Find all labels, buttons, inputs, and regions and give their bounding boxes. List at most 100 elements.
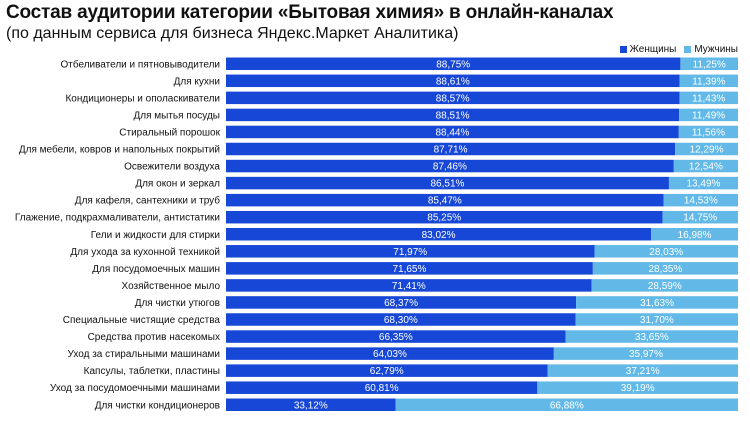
data-label-men: 39,19%	[621, 383, 655, 394]
bar-segment-women	[226, 193, 664, 207]
bar-segment-women	[226, 381, 538, 394]
data-label-men: 31,70%	[640, 315, 674, 326]
bar-segment-men	[575, 313, 738, 326]
data-label-women: 86,51%	[431, 179, 465, 190]
bar-segment-men	[594, 245, 738, 258]
bar-segment-women	[226, 91, 680, 105]
bar-segment-women	[226, 74, 680, 88]
chart-subtitle: (по данным сервиса для бизнеса Яндекс.Ма…	[6, 25, 459, 42]
category-label: Хозяйственное мыло	[122, 281, 221, 292]
bar-segment-women	[226, 262, 593, 275]
bar-segment-women	[226, 364, 548, 377]
bar-segment-women	[226, 279, 592, 292]
data-label-men: 11,56%	[692, 127, 725, 138]
data-label-women: 71,65%	[392, 264, 426, 275]
data-label-men: 31,63%	[640, 298, 674, 309]
bar-segment-men	[547, 364, 738, 377]
bar-segment-women	[226, 245, 595, 258]
category-label: Гели и жидкости для стирки	[91, 230, 220, 241]
data-label-women: 87,46%	[433, 162, 467, 173]
category-label: Для мебели, ковров и напольных покрытий	[19, 144, 220, 156]
data-label-men: 28,03%	[649, 247, 683, 258]
category-label: Специальные чистящие средства	[63, 315, 221, 326]
legend-swatch-men	[684, 46, 692, 53]
bar-segment-men	[680, 57, 738, 70]
data-label-women: 68,30%	[384, 315, 418, 326]
data-label-men: 11,25%	[693, 59, 726, 70]
bar-segment-men	[679, 108, 738, 122]
data-label-men: 11,43%	[692, 93, 725, 104]
category-label: Уход за стиральными машинами	[67, 349, 220, 360]
bar-segment-women	[226, 108, 680, 122]
data-label-women: 68,37%	[384, 298, 418, 309]
bar-segment-men	[679, 74, 738, 88]
legend-item-women: Женщины	[619, 44, 676, 55]
category-label: Для кухни	[174, 76, 220, 87]
bar-segment-men	[592, 262, 738, 275]
bar-segment-men	[591, 279, 738, 292]
data-label-men: 66,88%	[550, 400, 584, 411]
data-label-men: 35,97%	[629, 349, 663, 360]
bar-segment-women	[226, 228, 652, 241]
data-label-women: 88,75%	[436, 59, 470, 70]
data-label-men: 12,29%	[690, 145, 724, 156]
bar-segment-women	[226, 210, 663, 224]
bar-segment-men	[565, 330, 738, 343]
category-label: Для кафеля, сантехники и труб	[75, 195, 220, 207]
data-label-men: 14,53%	[684, 196, 718, 207]
bar-segment-men	[668, 176, 738, 190]
data-label-women: 33,12%	[294, 400, 328, 411]
data-label-men: 11,49%	[692, 110, 725, 121]
bar-segment-women	[226, 125, 679, 139]
bar-segment-men	[576, 296, 738, 309]
data-label-women: 88,51%	[436, 110, 470, 121]
bar-segment-men	[663, 193, 738, 207]
data-label-women: 87,71%	[434, 145, 468, 156]
data-label-women: 60,81%	[365, 383, 399, 394]
data-label-women: 85,25%	[427, 213, 461, 224]
data-label-women: 83,02%	[422, 230, 456, 241]
data-label-men: 28,59%	[648, 281, 682, 292]
bar-segment-women	[226, 398, 396, 411]
bar-segment-men	[662, 210, 738, 224]
data-label-men: 33,65%	[635, 332, 669, 343]
data-label-women: 64,03%	[373, 349, 407, 360]
category-label: Капсулы, таблетки, пластины	[84, 365, 220, 377]
category-label: Для посудомоечных машин	[92, 264, 220, 275]
category-label: Стиральный порошок	[119, 127, 220, 138]
data-label-men: 13,49%	[687, 179, 721, 190]
category-label: Уход за посудомоечными машинами	[50, 383, 220, 394]
bar-segment-women	[226, 57, 681, 70]
chart-legend: Женщины Мужчины	[619, 44, 738, 55]
data-label-women: 66,35%	[379, 332, 413, 343]
bar-segment-men	[675, 142, 738, 156]
bar-segment-women	[226, 176, 669, 190]
bar-segment-men	[678, 125, 738, 139]
category-label: Освежители воздуха	[124, 162, 220, 173]
data-label-women: 88,57%	[436, 93, 470, 104]
category-label: Для окон и зеркал	[135, 179, 220, 190]
bar-segment-women	[226, 296, 577, 309]
category-label: Для мытья посуды	[133, 110, 220, 121]
legend-label-men: Мужчины	[694, 44, 738, 55]
bar-segment-men	[651, 228, 738, 241]
data-label-women: 88,44%	[435, 127, 469, 138]
data-label-men: 14,75%	[683, 213, 717, 224]
category-label: Для чистки кондиционеров	[95, 400, 220, 411]
bar-segment-women	[226, 142, 676, 156]
category-label: Средства против насекомых	[88, 332, 220, 343]
bar-segment-men	[673, 159, 738, 173]
legend-swatch-women	[619, 46, 627, 53]
data-label-women: 71,97%	[393, 247, 427, 258]
category-label: Отбеливатели и пятновыводители	[60, 58, 220, 70]
data-label-women: 85,47%	[428, 196, 462, 207]
legend-item-men: Мужчины	[684, 44, 738, 55]
data-label-women: 88,61%	[436, 76, 470, 87]
data-label-men: 28,35%	[648, 264, 682, 275]
bar-segment-women	[226, 313, 576, 326]
data-label-men: 16,98%	[678, 230, 712, 241]
bar-segment-women	[226, 347, 554, 360]
category-label: Для ухода за кухонной техникой	[70, 247, 220, 258]
data-label-women: 62,79%	[370, 366, 404, 377]
bar-segment-men	[679, 91, 738, 105]
